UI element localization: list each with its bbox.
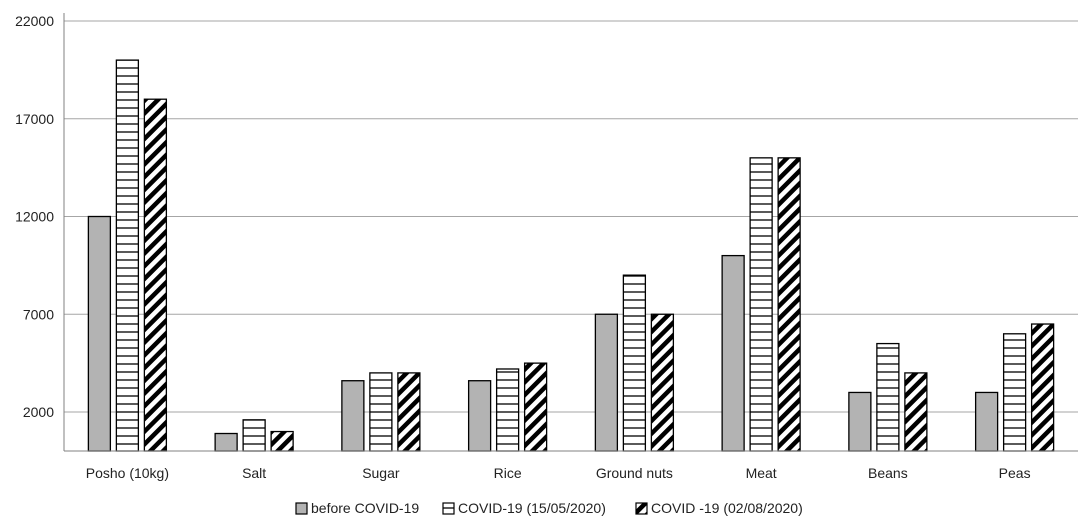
bar-covid-02-08-2020	[397, 372, 421, 452]
legend-item-covid-15-05-2020: COVID-19 (15/05/2020)	[442, 500, 606, 516]
y-axis-ticks: 2000 7000 12000 17000 22000	[15, 13, 54, 420]
bar-covid-02-08-2020	[650, 313, 675, 452]
bar-before-covid	[341, 380, 365, 452]
bar-before-covid	[467, 380, 492, 452]
legend: before COVID-19 COVID-19 (15/05/2020) COVI…	[295, 500, 803, 516]
bar-covid-02-08-2020	[904, 372, 928, 452]
bar-covid-15-05-2020	[115, 59, 140, 452]
bar-covid-02-08-2020	[1030, 323, 1055, 452]
x-category-label: Posho (10kg)	[86, 465, 169, 481]
x-category-label: Beans	[868, 465, 908, 481]
bar-before-covid	[974, 391, 999, 452]
bar-covid-02-08-2020	[270, 430, 294, 452]
x-axis-labels: Posho (10kg) Salt Sugar Rice Ground nuts Meat…	[86, 465, 1031, 481]
bar-covid-02-08-2020	[523, 362, 548, 452]
bar-covid-15-05-2020	[876, 342, 900, 452]
y-tick-label: 12000	[15, 209, 54, 225]
x-category-label: Meat	[746, 465, 777, 481]
y-tick-label: 2000	[23, 404, 54, 420]
bar-covid-02-08-2020	[777, 157, 801, 452]
axes	[63, 13, 1078, 452]
legend-label: before COVID-19	[311, 500, 419, 516]
bar-before-covid	[87, 215, 112, 452]
bar-covid-15-05-2020	[749, 157, 773, 452]
x-category-label: Sugar	[362, 465, 400, 481]
bar-covid-15-05-2020	[622, 274, 647, 452]
legend-swatch	[442, 502, 455, 515]
legend-label: COVID-19 (15/05/2020)	[458, 500, 606, 516]
y-tick-label: 7000	[23, 306, 54, 322]
bar-before-covid	[214, 432, 238, 452]
x-category-label: Rice	[494, 465, 522, 481]
legend-swatch	[295, 502, 308, 515]
legend-swatch	[635, 502, 648, 515]
bar-before-covid	[594, 313, 619, 452]
bar-before-covid	[848, 391, 872, 452]
legend-item-before-covid: before COVID-19	[295, 500, 419, 516]
y-tick-label: 22000	[15, 13, 54, 29]
bar-covid-15-05-2020	[495, 368, 520, 452]
bar-before-covid	[721, 254, 745, 452]
legend-label: COVID -19 (02/08/2020)	[651, 500, 803, 516]
gridlines	[64, 20, 1078, 413]
y-tick-label: 17000	[15, 111, 54, 127]
bar-covid-15-05-2020	[1002, 333, 1027, 452]
x-category-label: Salt	[242, 465, 266, 481]
x-category-label: Peas	[999, 465, 1031, 481]
bars	[87, 59, 1055, 452]
bar-covid-15-05-2020	[242, 419, 266, 452]
legend-item-covid-02-08-2020: COVID -19 (02/08/2020)	[635, 500, 803, 516]
bar-covid-02-08-2020	[143, 98, 168, 452]
x-category-label: Ground nuts	[596, 465, 673, 481]
bar-covid-15-05-2020	[369, 372, 393, 452]
